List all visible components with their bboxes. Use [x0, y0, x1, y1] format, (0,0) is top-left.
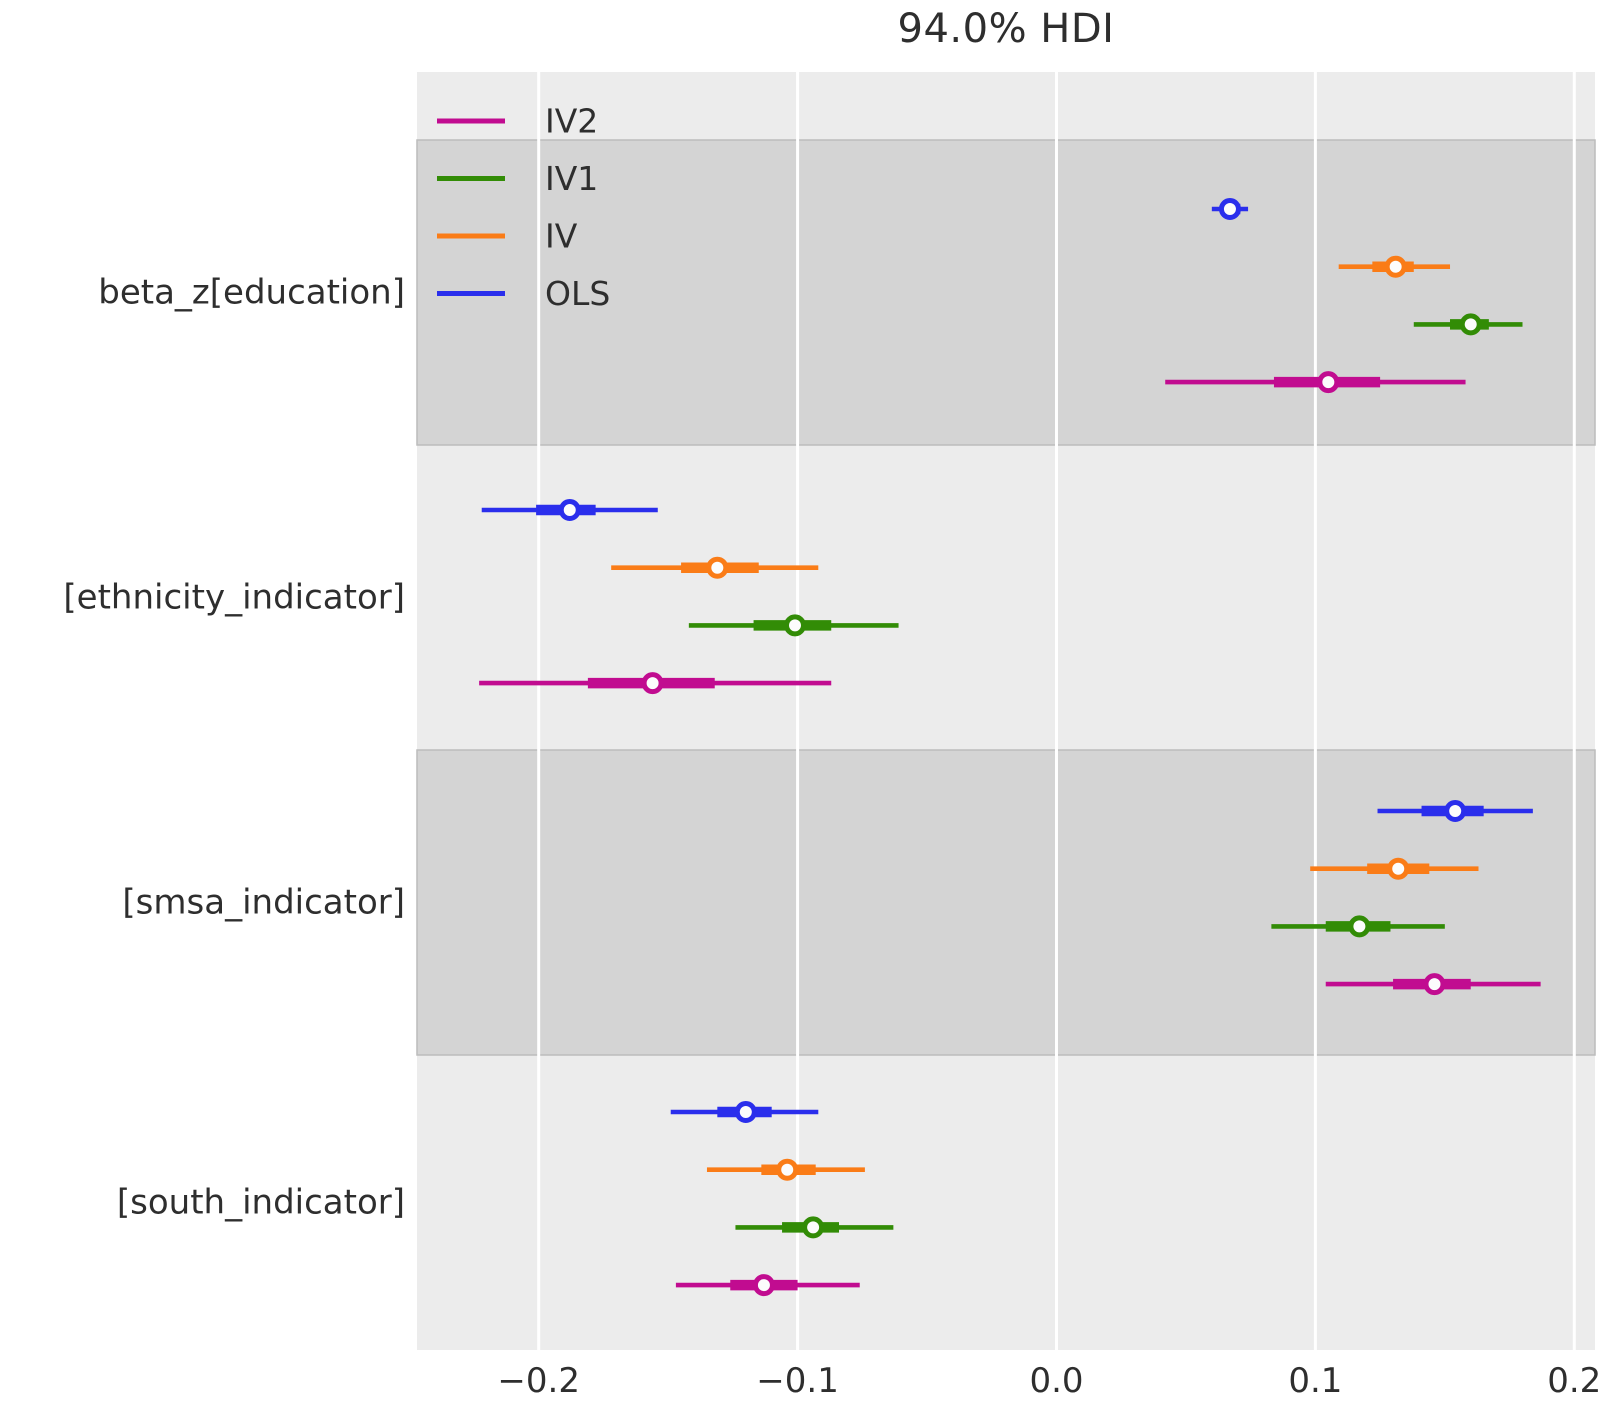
x-tick-label: 0.1 — [1288, 1361, 1342, 1401]
mean-marker — [1348, 915, 1371, 938]
mean-marker — [1459, 313, 1482, 336]
legend-label: OLS — [545, 274, 610, 313]
mean-marker — [734, 1101, 757, 1123]
x-tick-label: −0.2 — [497, 1361, 580, 1401]
mean-marker — [752, 1274, 775, 1297]
mean-marker — [1317, 371, 1340, 394]
y-axis-label: [smsa_indicator] — [122, 883, 405, 923]
x-tick-label: 0.0 — [1029, 1361, 1083, 1401]
x-tick-label: 0.2 — [1547, 1361, 1601, 1401]
mean-marker — [641, 672, 664, 695]
mean-marker — [802, 1216, 825, 1239]
mean-marker — [706, 556, 729, 579]
mean-marker — [558, 499, 581, 521]
mean-marker — [1423, 973, 1446, 996]
mean-marker — [776, 1158, 799, 1181]
y-axis-label: [ethnicity_indicator] — [63, 578, 405, 618]
mean-marker — [1218, 198, 1241, 220]
y-axis-label: [south_indicator] — [117, 1183, 405, 1223]
legend-label: IV1 — [545, 159, 598, 198]
chart-title: 94.0% HDI — [897, 6, 1115, 52]
x-tick-label: −0.1 — [756, 1361, 839, 1401]
legend-label: IV2 — [545, 102, 598, 141]
mean-marker — [783, 614, 806, 637]
shaded-band — [416, 139, 1596, 446]
y-axis-label: beta_z[education] — [98, 273, 405, 313]
shaded-band — [416, 749, 1596, 1056]
mean-marker — [1384, 255, 1407, 278]
mean-marker — [1444, 800, 1467, 822]
mean-marker — [1387, 857, 1410, 880]
legend-label: IV — [545, 217, 578, 256]
